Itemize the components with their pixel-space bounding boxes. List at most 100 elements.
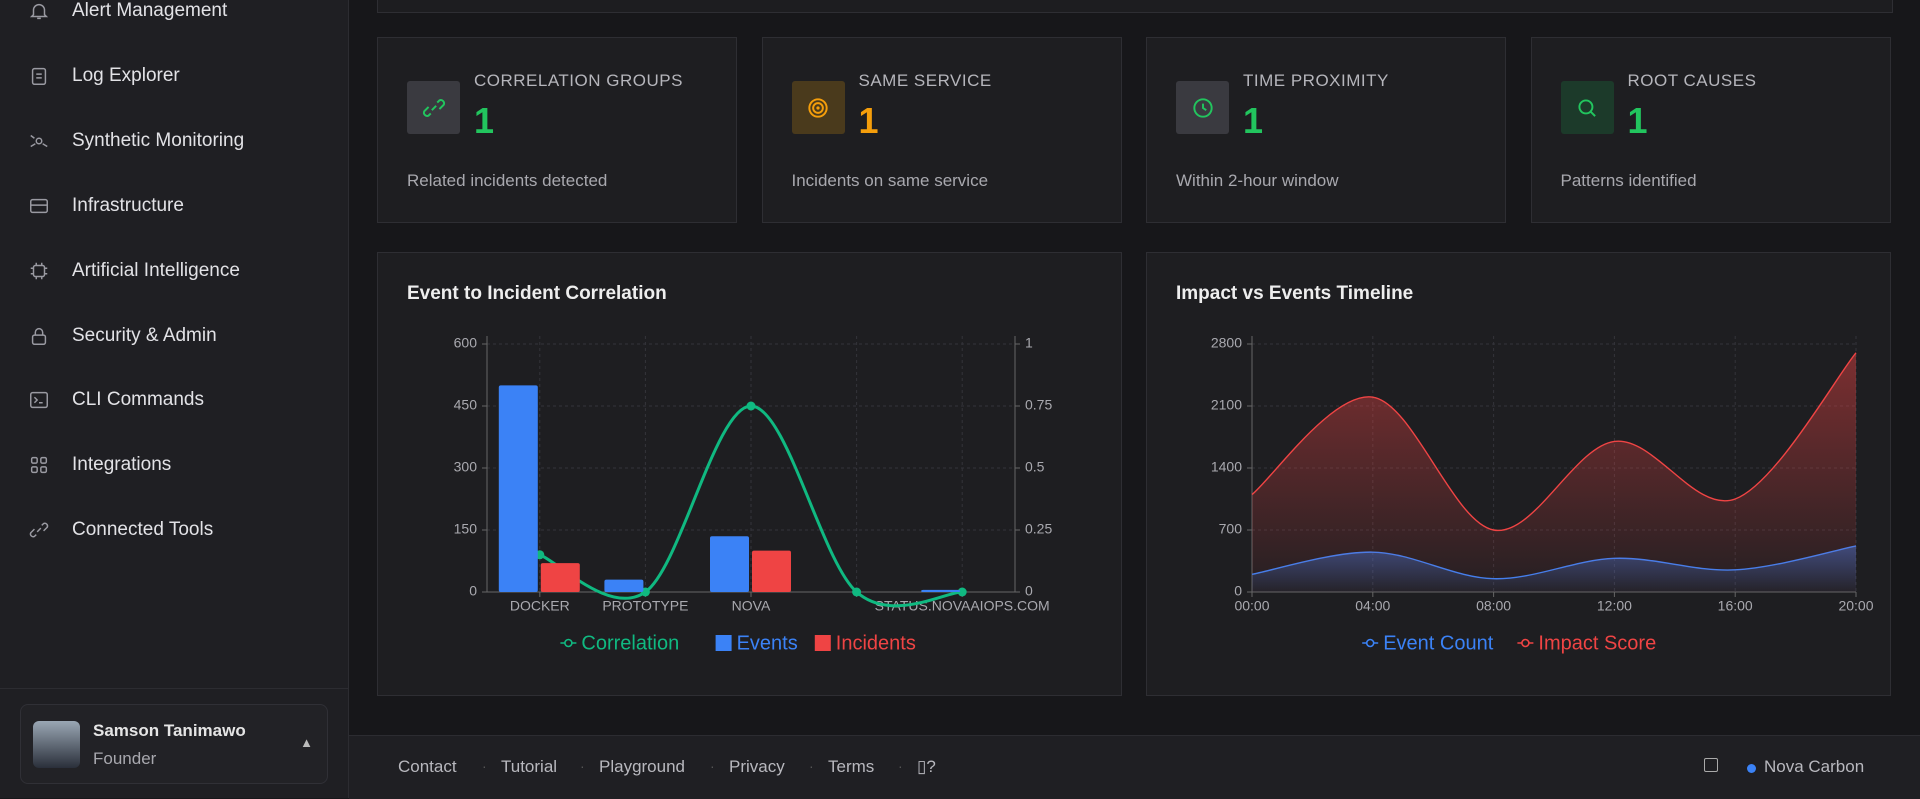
legend-marker (1365, 638, 1375, 648)
stat-card: ROOT CAUSES 1 Patterns identified (1530, 37, 1891, 223)
y-tick-label: 0 (1234, 583, 1242, 599)
caret: ▲ (300, 735, 313, 750)
x-tick-label: 08:00 (1476, 598, 1511, 614)
nav-label: Connected Tools (72, 519, 214, 540)
nav-item[interactable]: Security & Admin (0, 321, 217, 351)
line (1251, 352, 1857, 531)
y2-tick-label: 0.25 (1025, 521, 1052, 537)
stat-description: Related incidents detected (407, 171, 608, 190)
x-tick-label: PROTOTYPE (602, 598, 688, 614)
bar (921, 589, 961, 592)
nav-label: Synthetic Monitoring (72, 130, 245, 151)
y-tick-label: 450 (454, 397, 478, 413)
nav-item[interactable]: Synthetic Monitoring (0, 126, 244, 156)
nav-item[interactable]: Connected Tools (0, 515, 213, 545)
icon (31, 327, 47, 345)
legend-marker (814, 635, 831, 651)
y-tick-label: 150 (454, 521, 478, 537)
top-panel (377, 0, 1893, 13)
legend-label: Incidents (836, 632, 916, 654)
stat-value: 1 (858, 100, 879, 141)
y2-tick-label: 1 (1025, 335, 1033, 351)
footer-link[interactable]: Terms (828, 757, 875, 776)
stat-value: 1 (474, 100, 495, 141)
x-tick-label: 16:00 (1718, 598, 1753, 614)
chart-title: Impact vs Events Timeline (1176, 283, 1414, 304)
bar (752, 550, 791, 592)
stat-icon (791, 81, 845, 134)
stat-icon (407, 81, 460, 134)
nav-item[interactable]: Integrations (0, 450, 171, 480)
nav-label: Integrations (72, 454, 172, 475)
nav-item[interactable]: Artificial Intelligence (0, 256, 240, 286)
user-name: Samson Tanimawo (93, 721, 246, 740)
stat-label: TIME PROXIMITY (1243, 71, 1389, 90)
divider (0, 688, 348, 689)
y-tick-label: 600 (454, 335, 478, 351)
stat-card: TIME PROXIMITY 1 Within 2-hour window (1146, 37, 1506, 223)
y-tick-label: 300 (454, 459, 478, 475)
user-card[interactable]: Samson Tanimawo Founder ▲ (20, 704, 328, 784)
separator: · (809, 758, 814, 774)
nav-item[interactable]: CLI Commands (0, 385, 204, 415)
x-tick-label: DOCKER (510, 598, 570, 614)
point (852, 587, 862, 597)
icon (30, 456, 48, 474)
footer-link[interactable]: Contact (398, 757, 457, 776)
legend-label: Correlation (581, 632, 679, 654)
avatar (33, 721, 80, 768)
footer: Contact Tutorial · Playground · Privacy · Terms… (349, 735, 1920, 799)
sidebar: Alert Management Log Explorer Synthetic Mo… (0, 0, 349, 798)
x-tick-label: 12:00 (1597, 598, 1632, 614)
footer-link[interactable]: ▯? (917, 757, 936, 776)
legend-label: Events (737, 632, 798, 654)
y2-tick-label: 0 (1025, 583, 1033, 599)
checkbox[interactable] (1704, 758, 1718, 772)
chart: 0 150 300 450 600 0 0.25 0.5 0.75 1 DOCKER PROTOTYP… (454, 335, 1053, 655)
footer-link[interactable]: Privacy (729, 757, 785, 776)
separator: · (482, 758, 487, 774)
stat-description: Incidents on same service (791, 171, 989, 190)
icon (1192, 97, 1213, 118)
stat-card: SAME SERVICE 1 Incidents on same service (761, 37, 1122, 223)
y2-tick-label: 0.5 (1025, 459, 1045, 475)
point (746, 401, 756, 411)
icon (30, 391, 48, 409)
chart: 0 700 1400 2100 2800 00:00 04:00 08:00 12:00 16:0… (1211, 335, 1874, 655)
icon (29, 3, 49, 20)
stat-label: ROOT CAUSES (1627, 71, 1757, 90)
nav-item[interactable]: Infrastructure (0, 191, 184, 221)
y-tick-label: 2100 (1211, 397, 1242, 413)
chart-panel: Event to Incident Correlation 0 150 300 450 6… (377, 252, 1122, 696)
x-tick-label: 20:00 (1838, 598, 1873, 614)
nav-label: Artificial Intelligence (72, 260, 240, 281)
nav-item[interactable]: Alert Management (0, 0, 227, 26)
stat-value: 1 (1627, 100, 1648, 141)
nav-label: Alert Management (72, 0, 228, 21)
stat-icon (1560, 81, 1614, 134)
icon (29, 522, 49, 538)
bar (604, 579, 644, 592)
icon (1578, 98, 1596, 117)
icon (808, 97, 828, 118)
stat-label: CORRELATION GROUPS (474, 71, 683, 90)
nav-label: CLI Commands (72, 389, 204, 410)
nav-label: Log Explorer (72, 65, 180, 86)
footer-link[interactable]: Tutorial (501, 757, 558, 776)
nav-item[interactable]: Log Explorer (0, 61, 180, 91)
icon (31, 67, 47, 85)
stat-card: CORRELATION GROUPS 1 Related incidents det… (377, 37, 737, 223)
bar (540, 563, 580, 592)
legend-marker (1521, 638, 1530, 648)
stat-description: Within 2-hour window (1176, 171, 1339, 190)
x-tick-label: 04:00 (1355, 598, 1390, 614)
bar (498, 385, 538, 592)
separator: · (580, 758, 585, 774)
legend-label: Impact Score (1538, 632, 1656, 654)
icon (30, 134, 48, 148)
footer-link[interactable]: Playground (599, 757, 686, 776)
legend-marker (564, 638, 573, 648)
icon (30, 198, 48, 214)
x-tick-label: 00:00 (1234, 598, 1269, 614)
